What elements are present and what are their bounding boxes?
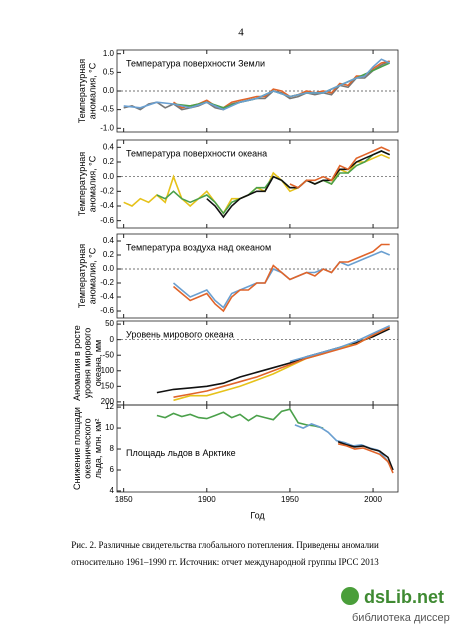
y-tick-label: -0.2 <box>100 278 114 287</box>
x-tick-label: 1900 <box>198 495 216 504</box>
y-axis-label: аномалия, °C <box>88 155 98 212</box>
logo: dsLib.net <box>364 587 444 607</box>
y-tick-label: 10 <box>105 423 114 432</box>
panel-frame <box>116 139 399 229</box>
y-axis-label: аномалия, °C <box>88 62 98 119</box>
y-axis-label: уровня мирового <box>82 328 92 399</box>
logo-subtitle: библиотека диссертаций <box>352 612 450 624</box>
series-line <box>206 150 391 219</box>
y-tick-label: -0.6 <box>100 216 114 225</box>
x-tick-label: 1950 <box>281 495 299 504</box>
y-axis-label: аномалия, °C <box>88 247 98 304</box>
y-tick-label: -0.4 <box>100 292 114 301</box>
series-line <box>294 423 394 471</box>
y-tick-label: 150 <box>101 381 115 390</box>
panel-title: Температура воздуха над океаном <box>126 242 271 252</box>
series-line <box>172 243 390 313</box>
y-axis-label: океанического <box>82 418 92 478</box>
series-line <box>123 153 391 215</box>
x-tick-label: 2000 <box>364 495 382 504</box>
panel-title: Температура поверхности океана <box>126 148 267 158</box>
y-tick-label: 0.4 <box>103 236 115 245</box>
y-tick-label: 0.0 <box>103 172 115 181</box>
series-line <box>172 250 391 309</box>
y-tick-label: 100 <box>101 366 115 375</box>
series-line <box>156 408 324 429</box>
series-line <box>289 324 391 363</box>
y-tick-label: 0.0 <box>103 86 115 95</box>
y-tick-label: -0.4 <box>100 201 114 210</box>
y-axis-label: Температурная <box>77 244 87 308</box>
panel-title: Площадь льдов в Арктике <box>126 448 236 458</box>
series-line <box>156 328 391 394</box>
y-tick-label: 50 <box>105 319 114 328</box>
caption: Рис. 2. Различные свидетельства глобальн… <box>71 540 379 550</box>
y-axis-label: Аномалия в росте <box>72 325 82 401</box>
y-tick-label: -0.6 <box>100 306 114 315</box>
y-tick-label: 0.2 <box>103 250 115 259</box>
y-tick-label: -1.0 <box>100 123 114 132</box>
y-axis-label: океана, мм <box>93 340 103 386</box>
panel-title: Уровень мирового океана <box>126 329 234 339</box>
series-line <box>173 326 391 398</box>
y-axis-label: Температурная <box>77 59 87 123</box>
logo-icon <box>341 587 359 605</box>
y-axis-label: Снижение площади <box>72 407 82 490</box>
y-tick-label: 0.2 <box>103 157 115 166</box>
series-line <box>337 443 394 474</box>
y-tick-label: 0.0 <box>103 264 115 273</box>
y-tick-label: -0.2 <box>100 186 114 195</box>
y-tick-label: 0 <box>110 335 115 344</box>
y-tick-label: 4 <box>110 486 115 495</box>
page-number: 4 <box>238 27 244 39</box>
y-tick-label: -0.5 <box>100 105 114 114</box>
series-line <box>123 58 391 111</box>
y-tick-label: -50 <box>102 350 114 359</box>
y-tick-label: 0.5 <box>103 67 115 76</box>
y-tick-label: 1.0 <box>103 49 115 58</box>
y-tick-label: 8 <box>110 444 115 453</box>
x-axis-label: Год <box>250 510 265 520</box>
y-axis-label: Температурная <box>77 152 87 216</box>
caption: относительно 1961–1990 гг. Источник: отч… <box>71 557 379 567</box>
y-tick-label: 6 <box>110 465 115 474</box>
y-tick-label: 200 <box>101 397 115 406</box>
panel-title: Температура поверхности Земли <box>126 58 265 68</box>
x-tick-label: 1850 <box>115 495 133 504</box>
y-tick-label: 0.4 <box>103 142 115 151</box>
panel-frame <box>116 233 399 319</box>
y-axis-label: льда, млн. км² <box>93 419 103 479</box>
series-line <box>289 146 391 189</box>
y-tick-label: 12 <box>105 402 114 411</box>
series-line <box>337 440 394 471</box>
panel-frame <box>116 404 399 493</box>
